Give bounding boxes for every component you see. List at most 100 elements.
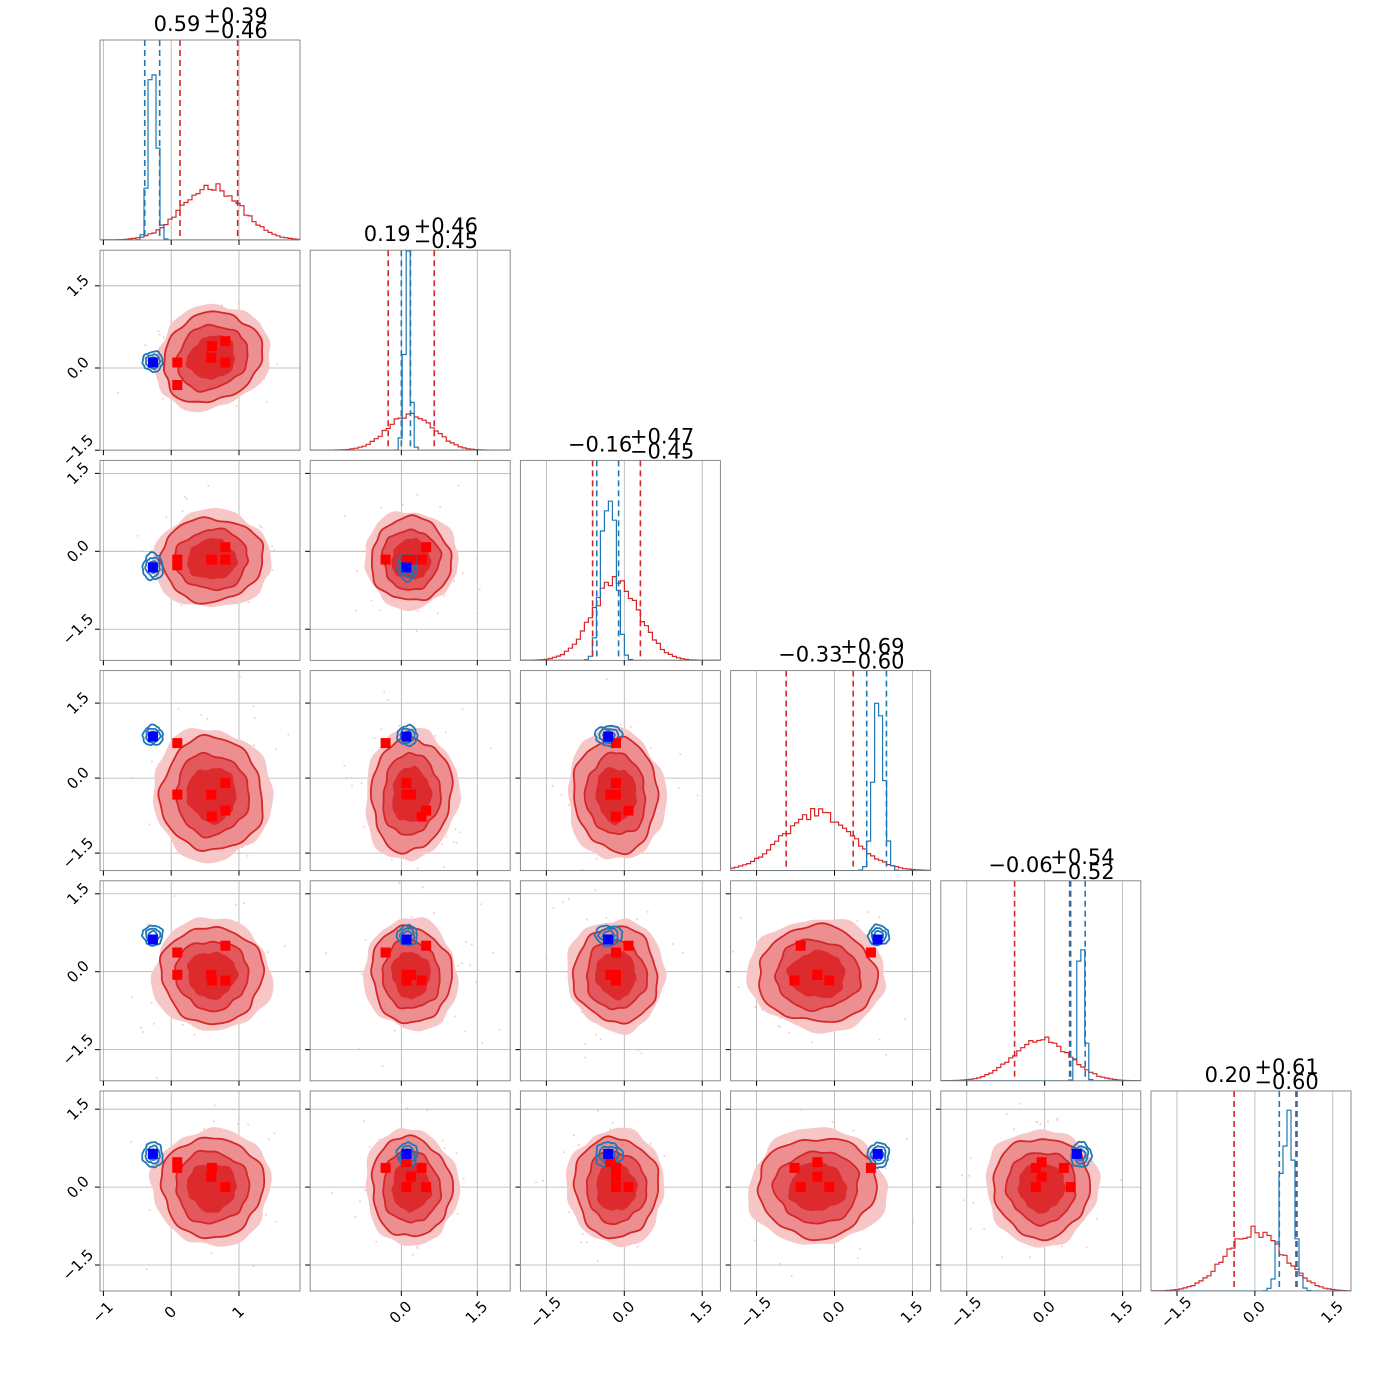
red-marker: [611, 947, 621, 958]
sample-point: [852, 1129, 855, 1132]
sample-point: [465, 940, 468, 943]
sample-point: [213, 1104, 216, 1107]
y-tick-label: 1.5: [63, 271, 93, 301]
title-plus: +0.39: [203, 4, 267, 28]
blue-contour-0: [141, 551, 164, 582]
sample-point: [498, 1028, 501, 1031]
panel-4-0: −1.5 0.0 1.5: [59, 879, 301, 1086]
panel-frame: [99, 459, 301, 661]
sample-point: [972, 1201, 975, 1204]
sample-point: [354, 609, 357, 612]
red-contour-core: [186, 1164, 237, 1213]
blue-marker: [147, 562, 158, 573]
sample-point: [904, 1018, 907, 1021]
sample-point: [443, 1147, 446, 1150]
red-marker: [421, 940, 432, 951]
sample-point: [1070, 1301, 1072, 1303]
panel-plot-area: [100, 670, 300, 871]
sample-point: [456, 964, 459, 967]
panel-frame: [730, 880, 932, 1082]
title-minus: −0.45: [414, 229, 478, 253]
diag-panel-2: −0.16+0.47−0.45: [519, 424, 721, 666]
y-tick-label: 1.5: [63, 879, 93, 909]
panel-3-1: [305, 670, 511, 899]
red-marker: [220, 975, 231, 986]
sample-point: [608, 875, 610, 877]
red-marker: [206, 1162, 217, 1173]
sample-point: [162, 336, 165, 339]
sample-point: [236, 1123, 239, 1125]
sample-point: [640, 1052, 643, 1055]
sample-point: [351, 784, 353, 787]
sample-point: [595, 1033, 598, 1036]
diag-panel-1: 0.19 +0.46−0.45: [309, 214, 511, 456]
red-marker: [789, 975, 800, 986]
red-histogram: [940, 1036, 1141, 1081]
sample-point: [585, 1241, 588, 1244]
blue-histogram: [730, 702, 931, 871]
red-marker: [380, 1162, 391, 1173]
sample-point: [469, 964, 472, 967]
sample-point: [130, 777, 133, 780]
sample-point: [362, 1120, 365, 1123]
sample-point: [455, 841, 458, 844]
y-tick-label: 0.0: [63, 537, 93, 567]
sample-point: [831, 1120, 834, 1123]
sample-point: [676, 777, 679, 780]
sample-point: [637, 1049, 640, 1051]
sample-point: [611, 1121, 614, 1124]
sample-point: [682, 951, 685, 954]
red-marker: [206, 341, 217, 352]
sample-point: [962, 1199, 965, 1202]
sample-point: [273, 549, 276, 552]
blue-marker: [1071, 1148, 1082, 1159]
panel-frame: [99, 249, 301, 451]
red-marker: [421, 542, 432, 553]
red-marker: [172, 969, 183, 980]
sample-point: [584, 1043, 587, 1046]
sample-point: [206, 717, 209, 720]
sample-point: [859, 1247, 862, 1250]
sample-point: [912, 1221, 915, 1224]
panel-frame: [309, 249, 511, 451]
red-marker: [206, 811, 217, 822]
sample-point: [246, 854, 249, 857]
y-tick-label: −1.5: [59, 1030, 97, 1068]
sample-point: [407, 897, 409, 899]
x-tick-label: 1.5: [687, 1297, 717, 1327]
red-marker: [380, 554, 391, 565]
sample-point: [884, 1167, 887, 1170]
sample-point: [878, 1038, 881, 1041]
sample-point: [1001, 1256, 1004, 1259]
sample-point: [1019, 1102, 1022, 1105]
panel-5-0: −1.5 0.0 1.5 −1 0 1: [59, 1090, 301, 1326]
sample-point: [461, 572, 464, 575]
panel-frame: [940, 880, 1142, 1082]
sample-point: [436, 612, 439, 615]
panel-plot-area: [730, 1091, 931, 1291]
panel-5-3: −1.5 0.0 1.5: [725, 1090, 932, 1332]
red-contour-core: [788, 1162, 848, 1212]
sample-point: [969, 1157, 972, 1160]
sample-point: [1061, 1071, 1063, 1073]
red-contour-core: [1017, 1163, 1066, 1214]
panel-4-1: [305, 880, 511, 1086]
red-marker: [206, 969, 217, 980]
panel-frame: [309, 459, 511, 661]
panel-4-2: [515, 880, 721, 1086]
panel-4-3: [725, 880, 932, 1086]
red-marker: [401, 969, 412, 980]
sample-point: [453, 580, 456, 583]
red-marker: [220, 336, 231, 347]
panel-frame: [519, 459, 721, 661]
panel-5-1: 0.0 1.5: [305, 1090, 511, 1327]
diag-panel-3: −0.33+0.69−0.60: [730, 635, 932, 876]
sample-point: [416, 1247, 419, 1250]
red-marker: [605, 789, 616, 800]
sample-point: [368, 1145, 371, 1148]
red-marker: [380, 738, 391, 749]
title-median: 0.19: [364, 222, 411, 246]
panel-plot-area: [100, 460, 300, 661]
panel-frame: [519, 670, 721, 872]
sample-point: [535, 1181, 538, 1184]
